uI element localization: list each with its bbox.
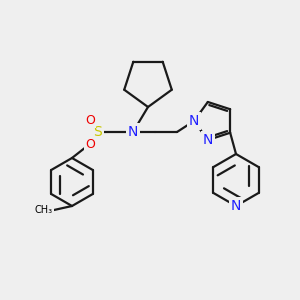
Text: N: N xyxy=(128,125,138,139)
Text: N: N xyxy=(202,133,213,147)
Text: S: S xyxy=(94,125,102,139)
Text: O: O xyxy=(85,137,95,151)
Text: N: N xyxy=(231,199,241,213)
Text: CH₃: CH₃ xyxy=(35,205,53,215)
Text: O: O xyxy=(85,113,95,127)
Text: N: N xyxy=(189,114,199,128)
